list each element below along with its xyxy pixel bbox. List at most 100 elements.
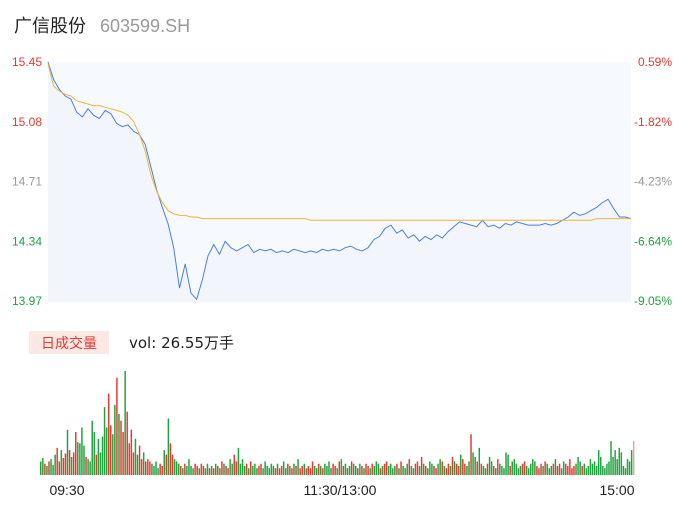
volume-bar [99, 452, 102, 475]
volume-bar [338, 461, 341, 475]
volume-bar [488, 456, 491, 475]
volume-bar [75, 432, 77, 475]
volume-bar [355, 465, 357, 475]
volume-bar [521, 463, 524, 475]
y-tick-label-left: 13.97 [12, 294, 42, 308]
volume-bar [276, 463, 279, 475]
volume-bar [412, 468, 415, 475]
volume-bar [558, 463, 561, 475]
y-axis-left: 15.45 15.08 14.71 14.34 13.97 [12, 55, 42, 308]
volume-bar [600, 456, 602, 475]
volume-bar [501, 465, 503, 475]
volume-bar [525, 465, 528, 475]
volume-bar [145, 461, 147, 475]
volume-bar [184, 463, 186, 475]
volume-bar [322, 468, 324, 475]
volume-bar [536, 465, 538, 475]
volume-bar [282, 461, 285, 475]
volume-bar [81, 427, 83, 475]
volume-bar [441, 461, 443, 475]
volume-bar [618, 447, 621, 475]
volume-bar [550, 465, 553, 475]
volume-bar [410, 465, 413, 475]
volume-bar [437, 463, 439, 475]
volume-bar [110, 425, 112, 475]
volume-bar [476, 461, 478, 475]
volume-bar [348, 465, 351, 475]
volume-bar [427, 468, 429, 475]
volume-bar [142, 452, 145, 475]
volume-bar [464, 463, 466, 475]
volume-bar [153, 465, 155, 475]
volume-bar [346, 468, 349, 475]
volume-bar [301, 465, 303, 475]
volume-bar [460, 454, 462, 475]
volume-bar [478, 447, 481, 475]
volume-bar [221, 461, 223, 475]
volume-bar [387, 465, 390, 475]
volume-bar [122, 432, 124, 475]
volume-bar [334, 465, 336, 475]
volume-bar [194, 463, 196, 475]
volume-bar [542, 465, 544, 475]
volume-bar [408, 459, 411, 475]
volume-bar [404, 468, 406, 475]
volume-bar [268, 468, 271, 475]
volume-bar [79, 443, 81, 475]
x-tick-label: 09:30 [49, 482, 84, 498]
volume-bar [169, 443, 172, 475]
volume-plot-layer [40, 371, 635, 475]
volume-bar [455, 463, 458, 475]
volume-bar [272, 465, 275, 475]
volume-bar [367, 465, 369, 475]
y-tick-label-right: -9.05% [634, 294, 672, 308]
volume-bar [429, 461, 431, 475]
volume-bar [462, 459, 464, 475]
volume-bar [140, 459, 143, 475]
volume-bar [287, 463, 289, 475]
volume-bar [50, 459, 52, 475]
volume-bar [252, 465, 254, 475]
volume-bar [149, 461, 151, 475]
volume-bar [569, 459, 571, 475]
volume-bar [443, 465, 446, 475]
volume-bar [299, 468, 301, 475]
volume-bar [295, 465, 297, 475]
volume-bar [52, 464, 54, 475]
volume-bar [198, 468, 201, 475]
volume-bar [46, 465, 48, 475]
volume-bar [447, 463, 450, 475]
volume-bar [40, 461, 42, 475]
volume-bar [161, 465, 163, 475]
volume-bar [225, 465, 227, 475]
volume-bar [581, 465, 583, 475]
volume-bar [363, 468, 365, 475]
volume-bar [352, 463, 355, 475]
volume-bar [472, 452, 474, 475]
volume-bar [324, 463, 326, 475]
volume-bar [499, 463, 501, 475]
volume-bar [239, 463, 242, 475]
x-tick-label: 15:00 [599, 482, 634, 498]
y-axis-right: 0.59% -1.82% -4.23% -6.64% -9.05% [634, 55, 672, 308]
volume-bar [256, 468, 258, 475]
volume-bar [577, 456, 579, 475]
volume-bar [212, 468, 215, 475]
x-axis: 09:30 11:30/13:00 15:00 [49, 482, 634, 498]
volume-bar [509, 465, 511, 475]
volume-bar [470, 434, 472, 475]
volume-bar [147, 459, 149, 475]
volume-bar [326, 465, 328, 475]
volume-bar [416, 461, 419, 475]
volume-bar [233, 454, 236, 475]
price-line [47, 61, 632, 301]
volume-bar [468, 461, 470, 475]
volume-bar [155, 461, 157, 475]
volume-bar [56, 447, 58, 475]
volume-bar [497, 459, 499, 475]
volume-tab-button[interactable]: 日成交量 [29, 331, 109, 354]
x-tick-label: 11:30/13:00 [304, 482, 377, 498]
volume-bar [336, 468, 338, 475]
volume-bar [289, 465, 291, 475]
volume-bar [328, 461, 330, 475]
